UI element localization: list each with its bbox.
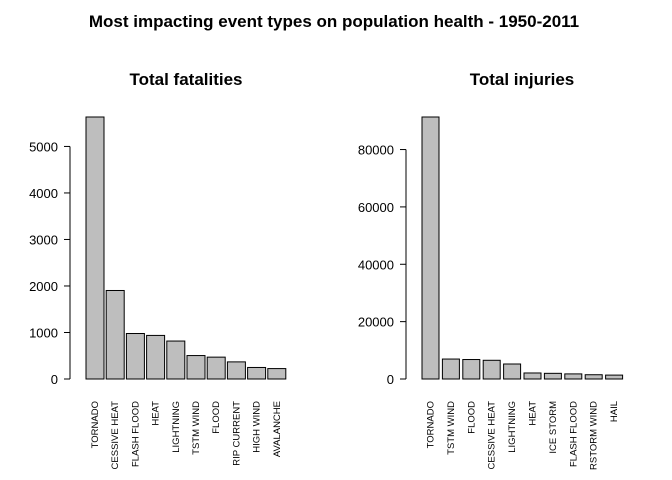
fatalities-bar-cessive-heat <box>105 289 125 380</box>
injuries-bar-ice-storm <box>543 372 562 380</box>
injuries-panel: Total injuries 0 20000 40000 60000 80000 TORNA… <box>358 70 624 470</box>
injuries-category-label: HEAT <box>528 401 539 426</box>
fatalities-category-label: TORNADO <box>90 401 101 448</box>
injuries-bar-cessive-heat <box>482 359 501 380</box>
fatalities-y-tick-label: 1000 <box>29 325 58 340</box>
injuries-y-tick-label: 0 <box>387 372 394 387</box>
fatalities-chart-title: Total fatalities <box>129 70 242 89</box>
injuries-category-label: ICE STORM <box>548 401 559 454</box>
fatalities-category-label: HIGH WIND <box>252 401 263 453</box>
fatalities-category-label: LIGHTNING <box>171 401 182 453</box>
injuries-bar-flash-flood <box>564 373 583 380</box>
injuries-category-label: TSTM WIND <box>446 401 457 455</box>
fatalities-bar-avalanche <box>267 368 287 380</box>
injuries-y-tick-label: 40000 <box>358 257 394 272</box>
fatalities-bar-tstm-wind <box>186 355 206 380</box>
injuries-category-label: LIGHTNING <box>507 401 518 453</box>
injuries-bar-lightning <box>503 363 522 380</box>
fatalities-bar-rip-current <box>226 361 246 380</box>
fatalities-panel: Total fatalities 0 1000 2000 3000 4000 5000 TOR… <box>29 70 287 470</box>
injuries-category-label: FLOOD <box>466 401 477 434</box>
injuries-bar-flood <box>462 359 481 380</box>
fatalities-y-tick-label: 3000 <box>29 232 58 247</box>
fatalities-y-tick-label: 4000 <box>29 186 58 201</box>
fatalities-category-label: CESSIVE HEAT <box>110 401 121 470</box>
injuries-bar-hail <box>605 374 624 380</box>
fatalities-category-label: RIP CURRENT <box>231 401 242 466</box>
injuries-category-label: RSTORM WIND <box>589 401 600 470</box>
fatalities-category-label: AVALANCHE <box>272 401 283 457</box>
fatalities-y-tick-label: 2000 <box>29 279 58 294</box>
fatalities-bar-flash-flood <box>125 333 145 380</box>
injuries-bar-tornado <box>421 116 440 380</box>
injuries-bar-rstorm-wind <box>584 374 603 380</box>
fatalities-y-tick-label: 5000 <box>29 139 58 154</box>
fatalities-bar-lightning <box>166 340 186 380</box>
injuries-category-label: FLASH FLOOD <box>568 401 579 467</box>
injuries-chart-title: Total injuries <box>470 70 575 89</box>
injuries-category-label: TORNADO <box>426 401 437 448</box>
fatalities-category-label: TSTM WIND <box>191 401 202 455</box>
fatalities-category-label: HEAT <box>151 401 162 426</box>
fatalities-category-label: FLOOD <box>211 401 222 434</box>
fatalities-category-label: FLASH FLOOD <box>130 401 141 467</box>
injuries-bar-tstm-wind <box>441 358 460 380</box>
injuries-bar-heat <box>523 372 542 380</box>
fatalities-bar-tornado <box>85 116 105 380</box>
fatalities-bar-high-wind <box>247 366 267 380</box>
injuries-y-tick-label: 60000 <box>358 200 394 215</box>
injuries-y-tick-label: 80000 <box>358 143 394 158</box>
fatalities-bar-flood <box>206 356 226 380</box>
injuries-category-label: HAIL <box>609 401 620 422</box>
fatalities-bar-heat <box>146 334 166 380</box>
figure-title: Most impacting event types on population… <box>89 12 579 31</box>
fatalities-y-tick-label: 0 <box>51 372 58 387</box>
injuries-y-tick-label: 20000 <box>358 315 394 330</box>
injuries-category-label: CESSIVE HEAT <box>487 401 498 470</box>
